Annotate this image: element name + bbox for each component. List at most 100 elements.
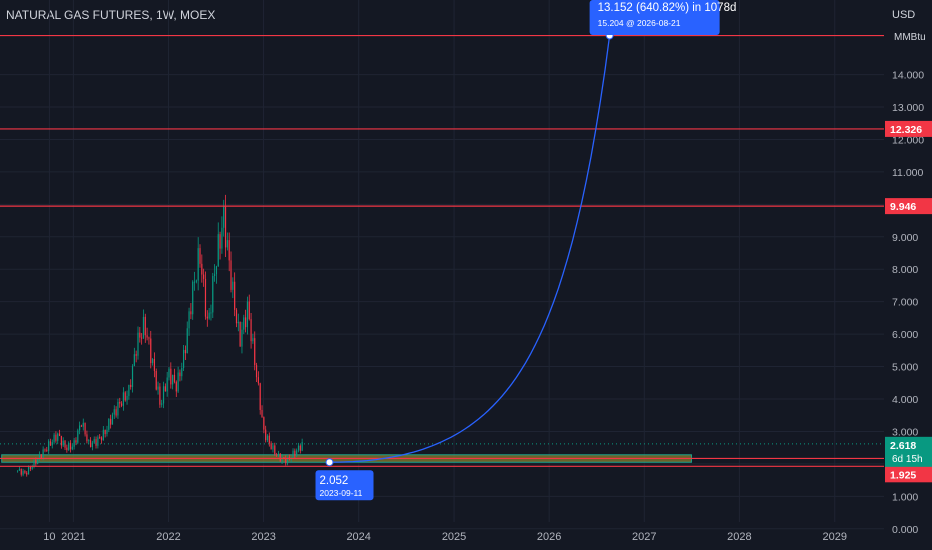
candle-body bbox=[234, 281, 236, 310]
candle-body bbox=[232, 281, 234, 290]
candle-body bbox=[226, 240, 228, 248]
candle-body bbox=[261, 409, 263, 418]
candle-body bbox=[40, 454, 42, 459]
candle-body bbox=[210, 312, 212, 314]
candle-body bbox=[276, 454, 278, 456]
projection-start-value: 2.052 bbox=[320, 475, 349, 487]
candle-body bbox=[91, 442, 93, 447]
candle-body bbox=[117, 402, 119, 416]
candle-body bbox=[68, 442, 70, 451]
candle-body bbox=[106, 429, 108, 434]
candle-body bbox=[146, 335, 148, 338]
x-tick-label: 2026 bbox=[537, 531, 561, 543]
x-tick-label: 2025 bbox=[442, 531, 466, 543]
candle-body bbox=[197, 248, 199, 281]
y-tick-label: 0.000 bbox=[892, 524, 918, 536]
candle-body bbox=[175, 381, 177, 392]
candle-body bbox=[93, 439, 95, 443]
candle-body bbox=[268, 435, 270, 444]
candle-body bbox=[285, 458, 287, 464]
level-badge-text: 1.925 bbox=[890, 469, 916, 481]
y-tick-label: 6.000 bbox=[892, 329, 918, 341]
y-tick-label: 1.000 bbox=[892, 491, 918, 503]
candle-body bbox=[137, 332, 139, 356]
y-tick-label: 4.000 bbox=[892, 394, 918, 406]
candle-body bbox=[151, 358, 154, 364]
candle-body bbox=[250, 319, 252, 342]
candle-body bbox=[48, 441, 50, 451]
x-tick-label: 10 bbox=[43, 531, 55, 543]
candle-body bbox=[148, 337, 150, 339]
candle-body bbox=[213, 274, 216, 277]
projection-curve bbox=[329, 35, 611, 463]
candle-body bbox=[223, 205, 225, 228]
candle-body bbox=[95, 439, 97, 446]
candle-body bbox=[257, 377, 259, 384]
candle-body bbox=[265, 429, 267, 441]
candle-body bbox=[243, 317, 245, 330]
candle-body bbox=[122, 392, 124, 406]
candle-body bbox=[172, 374, 174, 385]
candle-body bbox=[206, 316, 208, 319]
x-tick-label: 2024 bbox=[346, 531, 370, 543]
candle-body bbox=[177, 372, 179, 392]
candle-body bbox=[20, 468, 22, 475]
y-tick-label: 12.000 bbox=[892, 134, 924, 146]
candle-body bbox=[296, 450, 298, 456]
chart-title: NATURAL GAS FUTURES, 1W, MOEX bbox=[6, 8, 216, 22]
projection-start-label-box bbox=[315, 470, 374, 501]
candles bbox=[17, 194, 303, 477]
candle-body bbox=[57, 433, 59, 441]
candle-body bbox=[62, 440, 64, 446]
candle-body bbox=[37, 458, 39, 464]
candle-body bbox=[144, 316, 146, 336]
candle-body bbox=[228, 240, 230, 261]
candle-body bbox=[266, 435, 269, 441]
candle-body bbox=[283, 456, 285, 459]
candle-body bbox=[73, 440, 75, 447]
level-badge bbox=[885, 120, 932, 137]
candle-body bbox=[79, 425, 81, 431]
candle-body bbox=[173, 374, 176, 382]
candle-body bbox=[299, 445, 301, 451]
y-tick-label: 3.000 bbox=[892, 426, 918, 438]
candle-body bbox=[221, 227, 223, 249]
candle-body bbox=[182, 349, 185, 368]
candle-body bbox=[217, 234, 219, 267]
candle-body bbox=[161, 403, 163, 405]
candle-body bbox=[80, 425, 83, 427]
candle-body bbox=[86, 434, 88, 442]
candle-body bbox=[230, 260, 232, 290]
candle-body bbox=[254, 338, 256, 366]
candle-body bbox=[181, 367, 183, 377]
x-tick-label: 2022 bbox=[156, 531, 180, 543]
candle-body bbox=[84, 422, 86, 435]
candle-body bbox=[110, 418, 112, 425]
candle-body bbox=[104, 429, 106, 434]
candle-body bbox=[88, 440, 90, 442]
candle-body bbox=[279, 453, 281, 462]
candle-body bbox=[186, 328, 188, 354]
candle-body bbox=[159, 386, 161, 405]
candle-body bbox=[135, 354, 137, 356]
candle-body bbox=[42, 449, 44, 459]
candle-body bbox=[277, 453, 280, 455]
candle-body bbox=[192, 281, 194, 315]
candle-body bbox=[49, 441, 52, 446]
candle-body bbox=[201, 263, 203, 275]
candle-body bbox=[17, 470, 19, 472]
candle-body bbox=[162, 386, 165, 404]
candle-body bbox=[150, 338, 152, 364]
candle-body bbox=[100, 437, 103, 441]
candle-body bbox=[31, 466, 33, 469]
candle-body bbox=[142, 316, 145, 338]
candle-body bbox=[139, 332, 141, 338]
candle-body bbox=[24, 471, 26, 473]
candle-body bbox=[130, 384, 132, 387]
candle-body bbox=[153, 358, 156, 371]
candle-body bbox=[170, 368, 172, 385]
level-badge bbox=[885, 198, 932, 215]
candle-body bbox=[215, 266, 218, 275]
